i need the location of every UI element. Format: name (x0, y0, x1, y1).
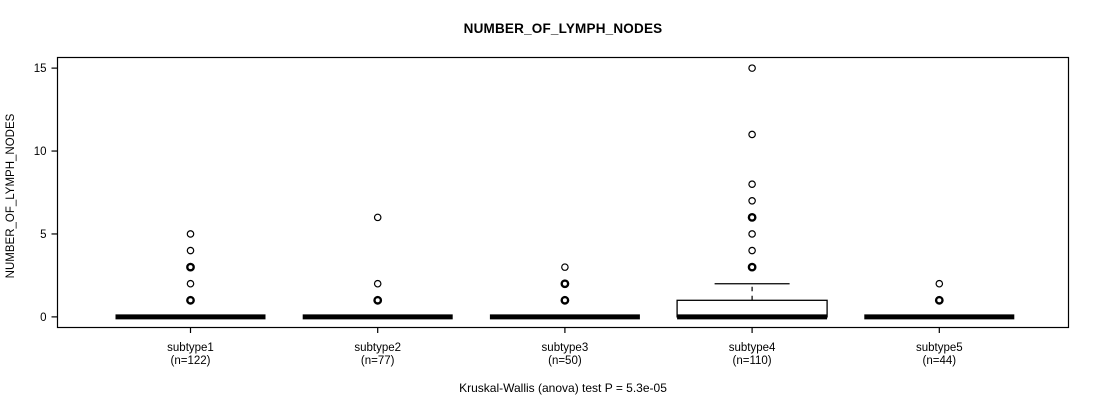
outlier-point (560, 295, 570, 305)
outlier-point (373, 279, 382, 288)
outlier-point (748, 130, 756, 139)
outlier-point (935, 279, 944, 288)
outlier-point (748, 64, 756, 72)
y-tick-label: 0 (40, 312, 46, 324)
x-tick-sublabel: (n=110) (733, 355, 772, 367)
x-tick-label: subtype5 (916, 342, 963, 354)
outlier-point (748, 180, 756, 189)
outlier-point (373, 295, 383, 305)
x-tick-label: subtype3 (542, 342, 589, 354)
outlier-point (186, 246, 195, 255)
outlier-point (748, 196, 756, 205)
outlier-point (373, 213, 382, 222)
outlier-point (748, 230, 756, 238)
outlier-point (186, 230, 195, 238)
y-tick-label: 15 (34, 63, 47, 75)
outlier-point (748, 246, 756, 255)
outlier-point (186, 279, 195, 288)
x-tick-sublabel: (n=77) (361, 355, 395, 367)
x-tick-label: subtype4 (729, 342, 776, 354)
outlier-point (560, 279, 570, 289)
stat-test-caption: Kruskal-Wallis (anova) test P = 5.3e-05 (459, 381, 667, 395)
outlier-point (747, 212, 757, 222)
outlier-point (747, 262, 757, 272)
plot-frame (56, 56, 1070, 329)
x-tick-sublabel: (n=44) (923, 355, 957, 367)
x-tick-label: subtype1 (167, 342, 214, 354)
x-tick-sublabel: (n=50) (548, 355, 582, 367)
x-tick-sublabel: (n=122) (171, 355, 211, 367)
outlier-point (934, 295, 944, 305)
outlier-point (186, 295, 195, 305)
y-tick-label: 5 (40, 229, 46, 241)
outlier-point (186, 262, 195, 272)
y-tick-label: 10 (34, 146, 47, 158)
chart-title: NUMBER_OF_LYMPH_NODES (463, 21, 663, 36)
outlier-point (561, 263, 569, 271)
x-tick-label: subtype2 (354, 342, 401, 354)
